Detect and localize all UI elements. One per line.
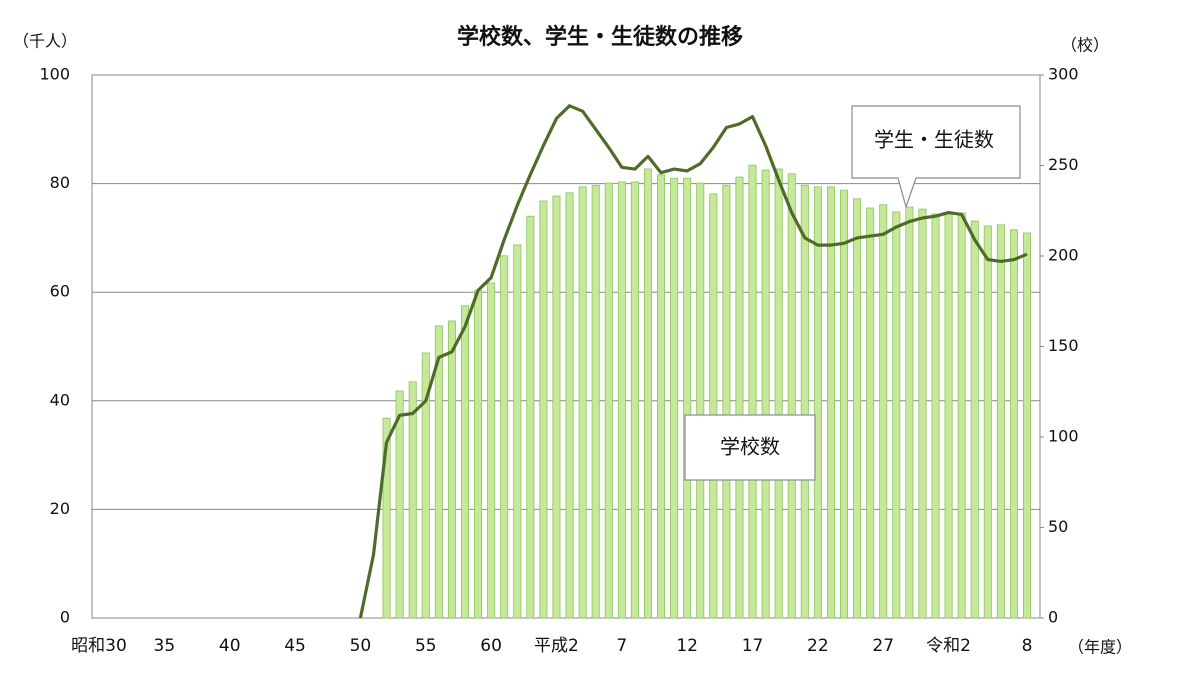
bar xyxy=(578,186,587,619)
bar xyxy=(748,164,757,619)
y2-tick-label: 0 xyxy=(1048,608,1058,627)
y2-tick-label: 300 xyxy=(1048,65,1079,84)
x-tick-label: 17 xyxy=(742,636,764,656)
x-tick-label: 7 xyxy=(616,636,627,656)
callout-label: 学生・生徒数 xyxy=(874,128,994,152)
bar xyxy=(853,198,862,619)
bar xyxy=(591,184,600,619)
bar xyxy=(382,417,391,619)
x-tick-label: 40 xyxy=(219,636,241,656)
bar xyxy=(840,189,849,619)
bar xyxy=(905,206,914,619)
bar xyxy=(500,255,509,619)
callout-box xyxy=(684,414,816,481)
y-tick-label: 40 xyxy=(50,390,70,409)
bar xyxy=(957,212,966,619)
x-tick-label: 8 xyxy=(1022,636,1033,656)
y2-tick-label: 50 xyxy=(1048,517,1068,536)
bar xyxy=(604,182,613,619)
bar xyxy=(970,220,979,619)
x-tick-label: 55 xyxy=(415,636,437,656)
bar xyxy=(735,176,744,619)
bar xyxy=(892,211,901,619)
bar xyxy=(787,173,796,619)
x-tick-label: 35 xyxy=(154,636,176,656)
bar xyxy=(944,213,953,619)
bar xyxy=(1009,229,1018,619)
bar xyxy=(565,192,574,619)
bar xyxy=(931,213,940,619)
bar xyxy=(657,174,666,619)
bar xyxy=(434,325,443,619)
x-axis-label: （年度） xyxy=(1068,638,1132,657)
bar xyxy=(1023,232,1032,619)
callout-box xyxy=(851,105,1021,210)
bar xyxy=(552,195,561,619)
y-axis-label: （千人） xyxy=(13,32,77,51)
bar xyxy=(513,244,522,619)
bar xyxy=(474,290,483,619)
y-tick-label: 100 xyxy=(39,65,70,84)
bar xyxy=(395,390,404,619)
bar xyxy=(408,381,417,619)
bar xyxy=(670,177,679,619)
callout-schools: 学校数 xyxy=(684,414,816,481)
bar xyxy=(617,181,626,619)
callout-label: 学校数 xyxy=(720,435,780,459)
bar xyxy=(774,168,783,619)
chart-title: 学校数、学生・生徒数の推移 xyxy=(457,24,743,50)
bar xyxy=(630,181,639,619)
y-tick-label: 80 xyxy=(50,173,70,192)
y-tick-label: 0 xyxy=(60,608,70,627)
y-tick-label: 20 xyxy=(50,499,70,518)
x-tick-label: 令和2 xyxy=(926,636,971,656)
x-tick-label: 22 xyxy=(807,636,829,656)
bar xyxy=(643,168,652,619)
x-tick-label: 昭和30 xyxy=(71,636,127,656)
y2-tick-label: 200 xyxy=(1048,246,1079,265)
y-tick-label: 60 xyxy=(50,282,70,301)
y2-tick-label: 150 xyxy=(1048,336,1079,355)
bar xyxy=(866,207,875,619)
bar xyxy=(539,200,548,619)
x-tick-label: 50 xyxy=(350,636,372,656)
bar xyxy=(996,224,1005,619)
plot-area: 0 20 40 60 80 100 0 50 100 150 200 250 300 昭和30 35 40 45… xyxy=(39,65,1078,657)
bar xyxy=(761,169,770,619)
bar xyxy=(879,204,888,619)
y2-tick-label: 100 xyxy=(1048,427,1079,446)
bar xyxy=(526,215,535,619)
x-tick-label: 平成2 xyxy=(534,636,579,656)
bar xyxy=(696,182,705,619)
bar xyxy=(826,186,835,619)
bar xyxy=(983,225,992,619)
bar xyxy=(918,208,927,619)
bar xyxy=(447,320,456,619)
y2-axis-label: （校） xyxy=(1061,36,1109,55)
bar xyxy=(722,184,731,619)
callout-students: 学生・生徒数 xyxy=(851,105,1021,210)
bar xyxy=(709,193,718,619)
bar xyxy=(800,184,809,619)
bar xyxy=(421,352,430,619)
bar xyxy=(460,305,469,619)
bar xyxy=(487,282,496,619)
line xyxy=(358,104,1028,619)
x-tick-label: 12 xyxy=(676,636,698,656)
x-tick-label: 27 xyxy=(872,636,894,656)
x-tick-label: 45 xyxy=(284,636,306,656)
x-tick-label: 60 xyxy=(480,636,502,656)
bar xyxy=(683,177,692,619)
bar xyxy=(813,186,822,619)
y2-tick-label: 250 xyxy=(1048,155,1079,174)
